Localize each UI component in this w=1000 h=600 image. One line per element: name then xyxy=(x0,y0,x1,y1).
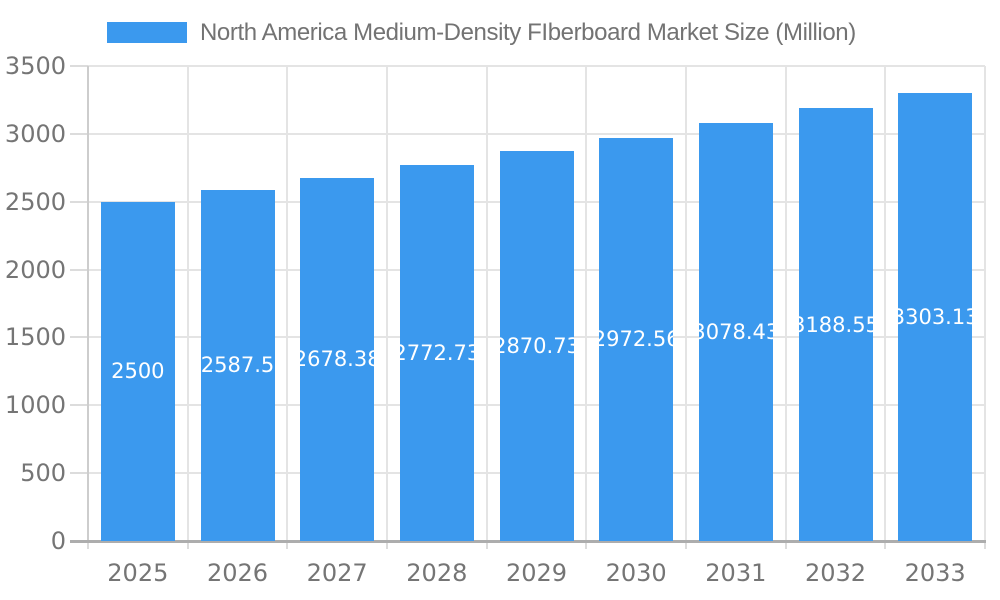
x-tick-mark xyxy=(485,541,488,549)
x-tick-label: 2032 xyxy=(804,559,867,587)
legend-label: North America Medium-Density FIberboard … xyxy=(200,19,856,46)
y-tick-mark xyxy=(70,472,88,475)
y-tick-label: 3000 xyxy=(4,119,66,148)
x-tick-mark xyxy=(286,541,289,549)
y-tick-label: 0 xyxy=(50,527,66,555)
v-gridline xyxy=(386,66,388,541)
v-gridline xyxy=(784,66,787,541)
legend-swatch xyxy=(107,22,187,43)
y-tick-mark xyxy=(70,65,88,67)
bar: 3188.55 xyxy=(798,108,873,541)
v-gridline xyxy=(485,66,488,541)
x-tick-label: 2030 xyxy=(605,559,667,587)
bar: 2587.5 xyxy=(200,189,275,541)
bar: 2972.56 xyxy=(599,137,674,541)
y-tick-label: 3500 xyxy=(4,52,66,80)
x-tick-label: 2026 xyxy=(206,559,269,587)
bar-value-label: 2587.5 xyxy=(200,353,275,378)
v-gridline xyxy=(286,66,289,541)
v-gridline xyxy=(685,66,687,541)
x-tick-label: 2029 xyxy=(505,559,568,587)
bar-value-label: 3188.55 xyxy=(798,312,873,337)
x-tick-label: 2028 xyxy=(406,559,468,587)
bar: 2500 xyxy=(100,201,175,541)
bar-value-label: 2772.73 xyxy=(399,340,474,365)
h-gridline xyxy=(88,132,985,135)
bar-value-label: 2500 xyxy=(111,359,165,384)
h-gridline xyxy=(88,65,985,67)
v-gridline xyxy=(585,66,588,541)
x-tick-mark xyxy=(87,541,89,549)
y-tick-mark xyxy=(70,268,88,271)
x-tick-mark xyxy=(784,541,787,549)
x-tick-mark xyxy=(585,541,588,549)
x-tick-mark xyxy=(884,541,887,549)
chart-legend[interactable]: North America Medium-Density FIberboard … xyxy=(107,20,856,45)
y-tick-label: 500 xyxy=(20,459,66,488)
x-tick-label: 2025 xyxy=(107,559,169,587)
x-tick-label: 2031 xyxy=(705,559,767,587)
x-tick-mark xyxy=(186,541,189,549)
bar-value-label: 3078.43 xyxy=(698,320,773,345)
bar-value-label: 2972.56 xyxy=(599,327,674,352)
v-gridline xyxy=(984,66,986,541)
bar: 3078.43 xyxy=(698,123,773,541)
y-tick-mark xyxy=(70,200,88,203)
y-tick-mark xyxy=(70,336,88,339)
y-tick-label: 2000 xyxy=(4,255,66,284)
x-tick-mark xyxy=(386,541,388,549)
bar-value-label: 2678.38 xyxy=(300,347,375,372)
y-tick-label: 2500 xyxy=(4,187,66,216)
bar: 2678.38 xyxy=(300,177,375,541)
bar-value-label: 2870.73 xyxy=(499,334,574,359)
bar: 2772.73 xyxy=(399,164,474,541)
bar: 2870.73 xyxy=(499,151,574,541)
y-tick-mark xyxy=(70,404,88,407)
x-tick-mark xyxy=(984,541,986,549)
x-axis-line xyxy=(70,540,986,543)
x-tick-label: 2033 xyxy=(904,559,966,587)
y-tick-label: 1500 xyxy=(4,323,66,352)
bar-value-label: 3303.13 xyxy=(898,304,973,329)
v-gridline xyxy=(884,66,887,541)
bar: 3303.13 xyxy=(898,92,973,541)
y-tick-mark xyxy=(70,132,88,135)
y-tick-label: 1000 xyxy=(4,391,66,420)
x-tick-mark xyxy=(685,541,687,549)
v-gridline xyxy=(186,66,189,541)
y-axis-line xyxy=(87,66,89,541)
x-tick-label: 2027 xyxy=(306,559,368,587)
